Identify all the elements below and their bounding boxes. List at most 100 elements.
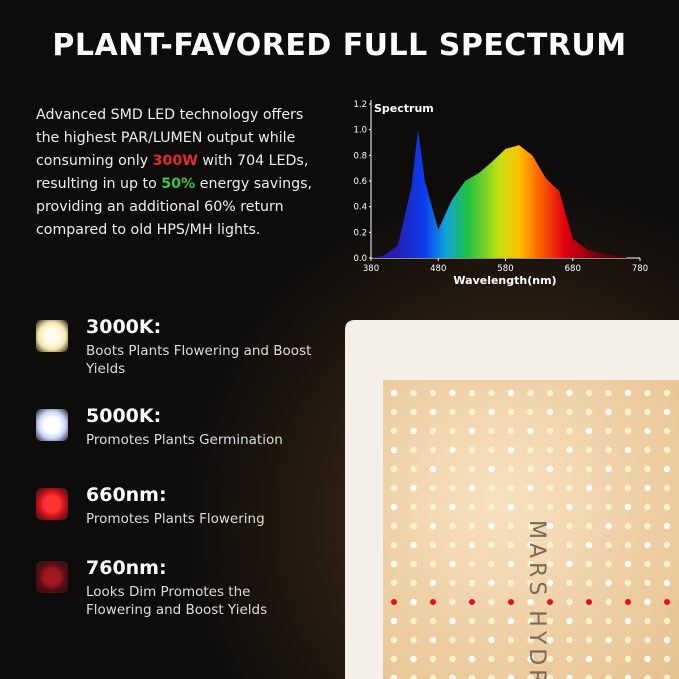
led xyxy=(663,465,671,473)
led xyxy=(527,560,534,568)
led xyxy=(468,446,476,454)
led xyxy=(468,674,476,679)
led xyxy=(488,389,495,397)
led xyxy=(585,427,593,435)
led xyxy=(605,655,612,663)
led xyxy=(585,389,593,397)
led xyxy=(624,636,632,644)
led xyxy=(429,674,437,679)
led xyxy=(663,446,671,454)
led xyxy=(663,408,671,416)
highlight: 300W xyxy=(152,153,198,169)
led xyxy=(410,503,417,511)
led xyxy=(410,636,417,644)
led xyxy=(527,389,534,397)
led xyxy=(468,560,476,568)
led xyxy=(625,599,631,605)
led xyxy=(546,446,554,454)
led xyxy=(410,389,417,397)
led xyxy=(566,655,573,663)
led xyxy=(644,408,651,416)
led xyxy=(546,389,554,397)
led xyxy=(644,560,651,568)
led xyxy=(449,541,456,549)
led xyxy=(507,484,515,492)
led xyxy=(546,522,554,530)
brand: MARS HYDRO xyxy=(524,520,549,679)
led xyxy=(429,579,437,587)
led xyxy=(605,560,612,568)
feature-title: 5000K: xyxy=(86,405,162,427)
led xyxy=(527,541,534,549)
led xyxy=(507,427,515,435)
led xyxy=(624,446,632,454)
led xyxy=(605,617,612,625)
led xyxy=(488,560,495,568)
y-tick-label: 0.2 xyxy=(353,228,367,238)
led xyxy=(624,560,632,568)
feature-description: Promotes Plants Flowering xyxy=(86,511,265,527)
feature-title: 3000K: xyxy=(86,316,162,338)
led xyxy=(624,389,632,397)
led xyxy=(566,674,573,679)
led xyxy=(390,503,398,511)
led xyxy=(390,579,398,587)
led xyxy=(546,503,554,511)
led xyxy=(663,655,671,663)
led xyxy=(449,389,456,397)
spectrum-chart: Spectrum Wavelength(nm) 0.0 0.2 0.4 0.6 0.8 1… xyxy=(353,100,648,287)
led xyxy=(624,674,632,679)
led xyxy=(566,560,573,568)
led xyxy=(488,446,495,454)
led-icon xyxy=(36,561,68,593)
led xyxy=(410,560,417,568)
led xyxy=(449,465,456,473)
led xyxy=(468,465,476,473)
x-tick-label: 680 xyxy=(565,264,581,274)
led xyxy=(488,408,495,416)
spectrum-area xyxy=(371,129,627,258)
led xyxy=(527,446,534,454)
led xyxy=(390,408,398,416)
led xyxy=(624,408,632,416)
led xyxy=(566,408,573,416)
led xyxy=(663,541,671,549)
led xyxy=(605,522,612,530)
led xyxy=(507,446,515,454)
led xyxy=(546,484,554,492)
x-tick-label: 580 xyxy=(497,264,513,274)
led xyxy=(624,617,632,625)
led xyxy=(507,579,515,587)
led xyxy=(429,541,437,549)
led xyxy=(430,599,436,605)
led xyxy=(468,617,476,625)
led xyxy=(488,522,495,530)
text: with 704 LEDs, resulting in up to xyxy=(36,153,309,192)
led xyxy=(390,617,398,625)
led xyxy=(546,427,554,435)
led-icon xyxy=(36,320,68,352)
led xyxy=(390,522,398,530)
led xyxy=(469,599,475,605)
led xyxy=(429,465,437,473)
led xyxy=(527,598,534,606)
led xyxy=(527,579,534,587)
led xyxy=(663,389,671,397)
led xyxy=(566,484,573,492)
x-tick-label: 780 xyxy=(632,264,648,274)
led xyxy=(507,389,515,397)
led xyxy=(449,636,456,644)
led xyxy=(390,560,398,568)
highlight: 50% xyxy=(161,176,196,192)
led xyxy=(546,674,554,679)
led xyxy=(546,636,554,644)
x-tick-label: 480 xyxy=(430,264,446,274)
chart-title: Spectrum xyxy=(374,102,434,115)
text: energy savings, providing an additional … xyxy=(36,176,313,238)
led xyxy=(429,560,437,568)
led xyxy=(410,522,417,530)
led xyxy=(488,465,495,473)
led xyxy=(449,560,456,568)
